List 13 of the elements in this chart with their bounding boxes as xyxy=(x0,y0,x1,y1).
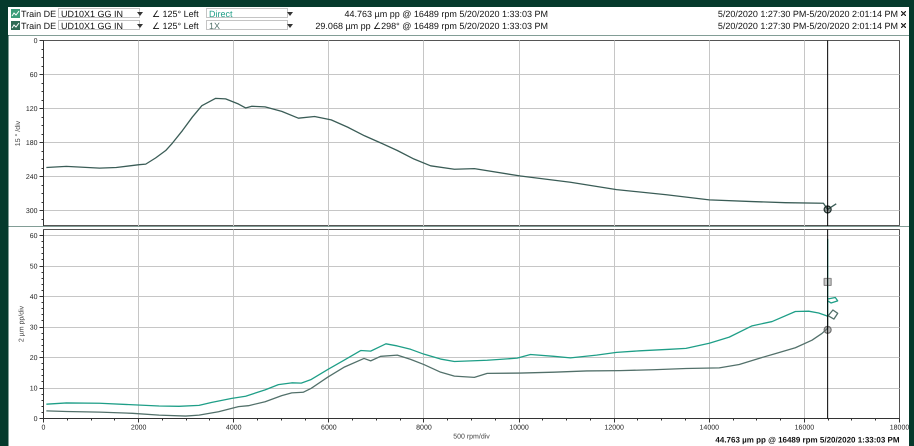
text: 44.763 µm pp @ 16489 rpm 5/20/2020 1:33:03 PM xyxy=(715,436,900,444)
text: Train DE xyxy=(21,8,56,20)
text: 1X xyxy=(206,20,288,31)
text: 5/20/2020 1:27:30 PM-5/20/2020 2:01:14 PM xyxy=(718,8,898,20)
text: ∠ 125° Left xyxy=(152,20,199,32)
text: UD10X1 GG IN xyxy=(58,20,140,31)
text: Train DE xyxy=(21,20,56,32)
text: 5/20/2020 1:27:30 PM-5/20/2020 2:01:14 PM xyxy=(718,20,898,32)
text: UD10X1 GG IN xyxy=(58,8,140,19)
text: Direct xyxy=(206,8,288,19)
text: 44.763 µm pp @ 16489 rpm 5/20/2020 1:33:03 PM xyxy=(344,8,548,20)
text: 29.068 µm pp ∠298° @ 16489 rpm 5/20/2020 1:33:03 PM xyxy=(315,20,548,32)
text: ∠ 125° Left xyxy=(152,8,199,20)
